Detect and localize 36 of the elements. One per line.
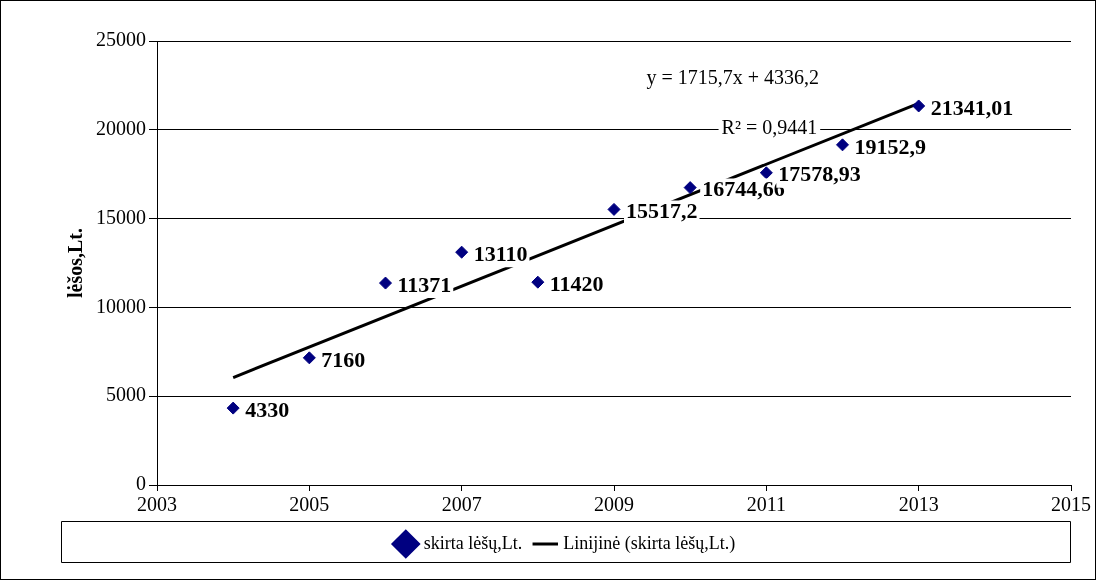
point <box>379 276 392 290</box>
legend-label: Linijinė (skirta lėšų,Lt.) <box>563 532 736 554</box>
annotation: R² = 0,9441 <box>721 116 818 139</box>
point <box>455 245 469 259</box>
x-tick-label: 2003 <box>137 493 177 516</box>
point <box>912 99 926 113</box>
point <box>836 138 849 152</box>
data-label: 21341,01 <box>930 94 1014 120</box>
x-tick-label: 2009 <box>594 493 634 516</box>
x-tick-label: 2015 <box>1051 493 1091 516</box>
point <box>607 202 621 216</box>
y-tick-label: 5000 <box>106 383 146 406</box>
point <box>226 401 240 415</box>
x-tick-label: 2007 <box>441 493 482 516</box>
data-label: 13110 <box>473 240 528 266</box>
x-tick-label: 2005 <box>289 493 330 516</box>
data-label: 19152,9 <box>854 133 926 159</box>
data-label: 11371 <box>397 271 452 297</box>
y-tick-label: 0 <box>136 472 146 495</box>
y-tick-label: 15000 <box>96 205 146 228</box>
data-label: 4330 <box>245 396 290 422</box>
data-label: 7160 <box>321 346 366 372</box>
point <box>531 275 545 289</box>
data-label: 11420 <box>549 270 604 296</box>
point <box>759 166 773 180</box>
y-axis-title: lėšos,Lt. <box>64 228 87 298</box>
y-tick-label: 10000 <box>96 294 146 317</box>
point <box>683 181 697 195</box>
point <box>302 351 316 365</box>
y-tick-label: 25000 <box>96 28 146 51</box>
annotation: y = 1715,7x + 4336,2 <box>646 66 820 90</box>
y-tick-label: 20000 <box>96 117 146 140</box>
legend-label: skirta lėšų,Lt. <box>423 532 523 553</box>
x-tick-label: 2013 <box>898 493 939 516</box>
data-label: 15517,2 <box>626 198 698 224</box>
x-tick-label: 2011 <box>746 493 786 516</box>
